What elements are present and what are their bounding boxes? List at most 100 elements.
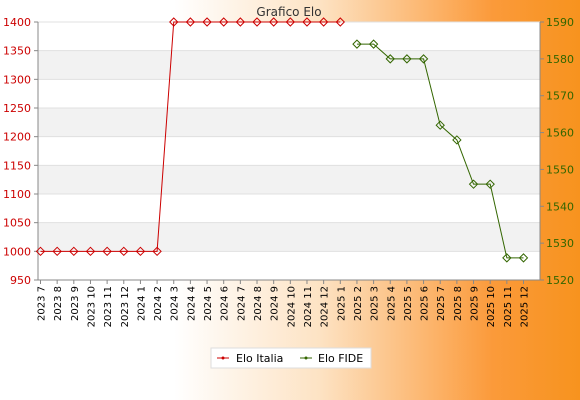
x-tick-label: 2024 8 (253, 286, 264, 321)
data-point (252, 17, 262, 27)
x-tick-label: 2024 1 (136, 286, 147, 321)
right-tick-label: 1540 (546, 200, 574, 213)
right-tick-label: 1590 (546, 16, 574, 29)
series-elo-italia (35, 17, 346, 257)
x-tick-label: 2024 11 (303, 286, 314, 327)
data-point (218, 17, 229, 27)
x-tick-label: 2024 12 (320, 286, 331, 327)
x-tick-label: 2024 7 (236, 286, 247, 321)
plot-band (38, 22, 540, 51)
x-tick-label: 2025 7 (436, 286, 447, 321)
x-tick-label: 2024 4 (186, 286, 197, 321)
left-tick-label: 1300 (3, 73, 31, 86)
plot-band (38, 108, 540, 137)
x-tick-label: 2024 5 (203, 286, 214, 321)
series-line (40, 21, 341, 252)
x-tick-label: 2025 2 (353, 286, 364, 321)
data-point (52, 246, 62, 257)
plot-band (38, 194, 540, 223)
x-tick-label: 2024 10 (286, 286, 297, 327)
right-tick-label: 1560 (546, 127, 574, 140)
data-point (35, 246, 46, 257)
right-tick-label: 1570 (546, 90, 574, 103)
series-group (35, 17, 529, 263)
plot-band (38, 165, 540, 194)
x-tick-label: 2023 11 (103, 286, 114, 327)
data-point (169, 17, 179, 27)
axes: 950 1000 1050 1100 1150 1200 1250 1300 1350 1400 1… (3, 16, 574, 327)
data-point (452, 135, 462, 145)
legend: Elo Italia Elo FIDE (210, 347, 372, 369)
data-point (318, 17, 329, 27)
data-point (285, 17, 296, 27)
plot-bands (38, 22, 540, 280)
legend-box (210, 347, 372, 369)
data-point (185, 17, 196, 27)
data-point (352, 39, 362, 49)
left-tick-label: 1150 (3, 159, 31, 172)
x-tick-label: 2024 9 (270, 286, 281, 321)
data-point (302, 17, 312, 27)
plot-band (38, 222, 540, 252)
x-tick-label: 2023 10 (86, 286, 97, 327)
legend-marker-fide (304, 356, 308, 360)
legend-marker-italia (221, 356, 225, 360)
data-point (152, 246, 162, 257)
data-point (435, 120, 445, 130)
right-tick-label: 1530 (546, 237, 574, 250)
data-point (235, 17, 246, 27)
left-tick-label: 1200 (3, 131, 31, 144)
x-tick-label: 2025 6 (420, 286, 431, 321)
left-tick-label: 1250 (3, 102, 31, 115)
data-point (502, 253, 512, 263)
series-elo-fide (352, 39, 529, 263)
data-point (69, 246, 79, 257)
data-point (518, 253, 529, 263)
data-point (135, 246, 146, 257)
left-tick-label: 1050 (3, 217, 31, 230)
x-tick-label: 2025 12 (520, 286, 531, 327)
plot-band (38, 50, 540, 80)
right-tick-label: 1520 (546, 274, 574, 287)
x-tick-label: 2025 8 (453, 286, 464, 321)
x-tick-label: 2024 3 (170, 286, 181, 321)
x-tick-label: 2025 4 (386, 286, 397, 321)
data-point (268, 17, 279, 27)
x-tick-label: 2025 5 (403, 286, 414, 321)
data-point (468, 179, 479, 189)
left-tick-label: 1400 (3, 16, 31, 29)
data-point (402, 54, 412, 64)
x-tick-label: 2025 11 (503, 286, 514, 327)
data-point (418, 54, 429, 64)
data-point (202, 17, 212, 27)
data-point (335, 17, 346, 27)
chart-title: Grafico Elo (256, 5, 321, 19)
left-tick-label: 950 (10, 274, 31, 287)
plot-band (38, 251, 540, 280)
plot-band (38, 79, 540, 108)
left-tick-label: 1350 (3, 45, 31, 58)
data-point (102, 246, 112, 257)
data-point (85, 246, 96, 257)
x-tick-label: 2025 1 (336, 286, 347, 321)
left-tick-label: 1100 (3, 188, 31, 201)
data-point (368, 39, 379, 49)
right-tick-label: 1580 (546, 53, 574, 66)
data-point (485, 179, 495, 189)
x-tick-label: 2025 3 (370, 286, 381, 321)
x-tick-label: 2023 12 (120, 286, 131, 327)
plot-band (38, 136, 540, 166)
right-tick-label: 1550 (546, 163, 574, 176)
left-tick-label: 1000 (3, 245, 31, 258)
x-tick-label: 2025 9 (470, 286, 481, 321)
legend-label-fide: Elo FIDE (318, 352, 363, 365)
x-tick-label: 2024 6 (220, 286, 231, 321)
data-point (119, 246, 129, 257)
x-tick-label: 2024 2 (153, 286, 164, 321)
x-tick-label: 2023 7 (37, 286, 48, 321)
data-point (385, 54, 395, 64)
x-tick-label: 2023 9 (70, 286, 81, 321)
x-tick-label: 2025 10 (486, 286, 497, 327)
